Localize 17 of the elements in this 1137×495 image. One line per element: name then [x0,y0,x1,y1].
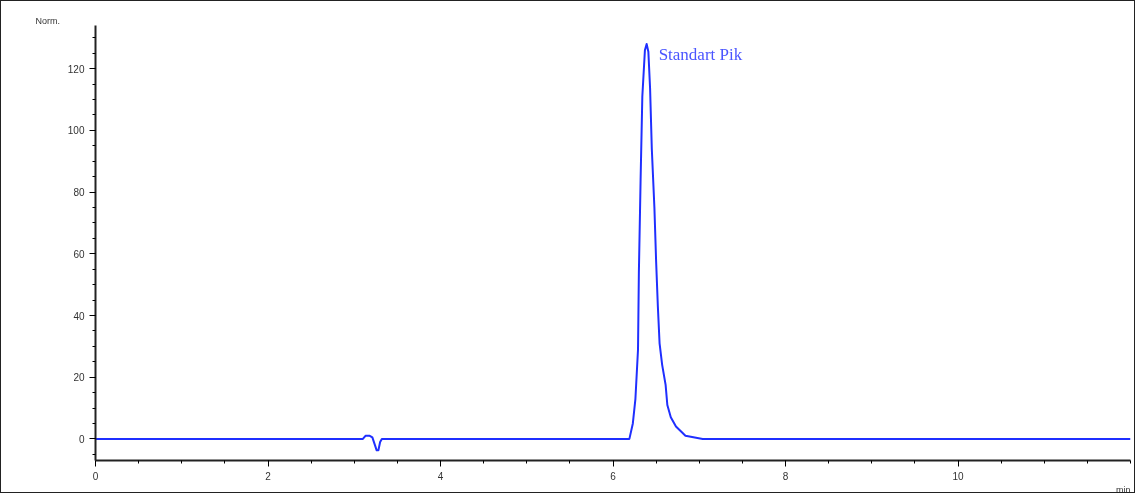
x-tick-label: 0 [92,470,99,482]
x-tick-label: 2 [265,470,272,482]
y-axis-title: Norm. [35,15,60,26]
x-tick-label: 4 [437,470,444,482]
y-tick-label: 40 [73,310,85,322]
y-tick-label: 0 [78,433,85,445]
x-tick-label: 10 [952,470,964,482]
annotation: Standart Pik [658,44,743,64]
y-tick-label: 120 [67,63,85,75]
x-axis-title: min [1116,484,1131,495]
y-tick-label: 80 [73,187,85,199]
line-series [95,43,1131,452]
x-tick-label: 6 [610,470,617,482]
y-tick-label: 60 [73,248,85,260]
y-tick-label: 20 [73,372,85,384]
x-tick-label: 8 [782,470,789,482]
y-tick-label: 100 [67,125,85,137]
